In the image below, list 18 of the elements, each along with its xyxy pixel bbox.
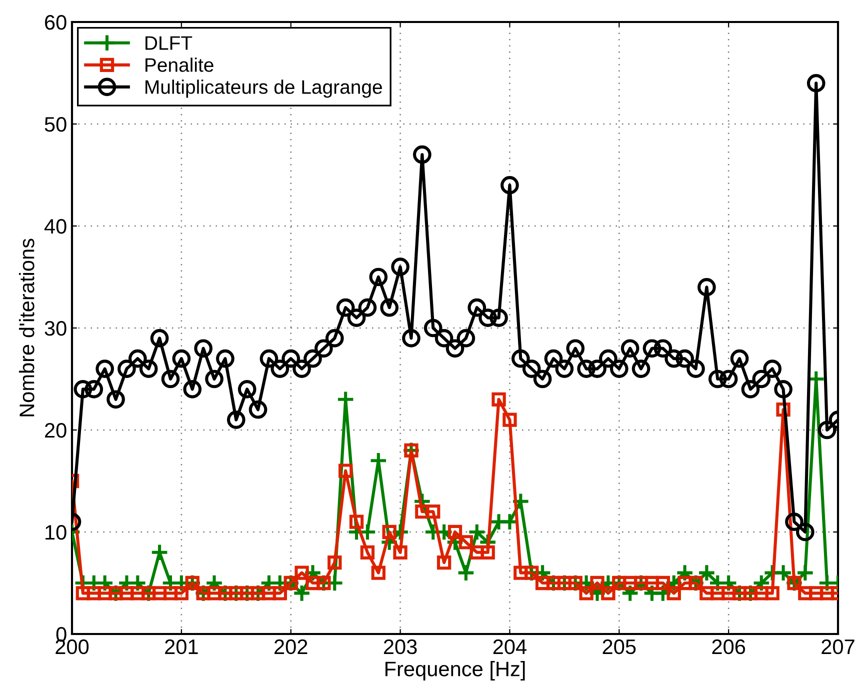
x-tick-label: 205 [602, 639, 636, 654]
x-tick-label: 201 [165, 639, 198, 654]
y-tick-label: 30 [44, 321, 66, 336]
y-axis-title: Nombre d'iterations [18, 238, 34, 416]
legend-label: Multiplicateurs de Lagrange [146, 80, 382, 98]
legend-label: Penalite [146, 58, 214, 72]
y-tick-label: 60 [45, 15, 66, 30]
y-tick-label: 10 [46, 525, 66, 540]
x-tick-label: 203 [384, 639, 417, 654]
x-axis-title: Frequence [Hz] [386, 661, 525, 680]
x-tick-label: 204 [493, 639, 526, 654]
x-tick-label: 207 [822, 639, 854, 654]
y-tick-label: 20 [45, 423, 66, 438]
legend-label: DLFT [146, 36, 192, 50]
y-tick-label: 50 [44, 117, 66, 132]
x-tick-label: 202 [274, 639, 308, 654]
x-tick-label: 206 [712, 639, 746, 654]
y-tick-label: 40 [44, 219, 66, 234]
